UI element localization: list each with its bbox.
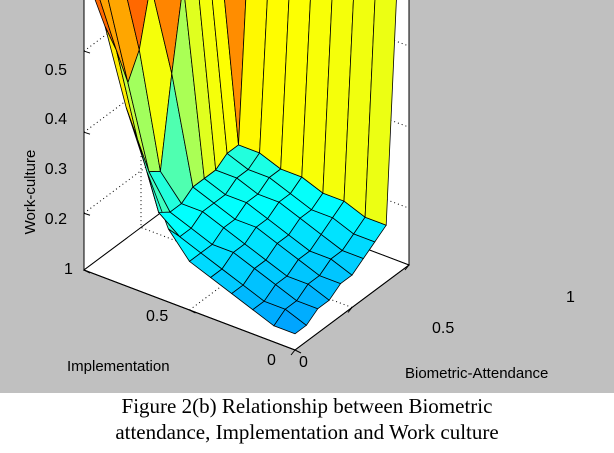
z-tick: [83, 212, 91, 216]
z-tick: [83, 50, 91, 54]
surface-mesh: [94, 0, 397, 335]
surface-plot: 0.5 0.4 0.3 0.2 1 0.5 0 0 0.5 1 Work-cul…: [0, 0, 614, 393]
y-tick: [189, 309, 196, 314]
x-tick: [347, 307, 353, 313]
tick-marks: [83, 50, 410, 356]
caption-line-2: attendance, Implementation and Work cult…: [115, 420, 499, 444]
surface-face: [224, 0, 247, 145]
y-tick-label: 0.5: [146, 308, 168, 325]
z-axis-label: Work-culture: [22, 150, 39, 235]
x-tick-label: 1: [566, 289, 575, 306]
x-tick: [404, 264, 410, 271]
z-tick-label: 0.2: [45, 211, 67, 228]
y-tick: [294, 349, 302, 354]
z-tick-label: 0.3: [45, 161, 67, 178]
y-tick: [83, 269, 91, 274]
x-axis-label: Biometric-Attendance: [405, 365, 548, 382]
caption-line-1: Figure 2(b) Relationship between Biometr…: [121, 394, 493, 418]
x-tick-label: 0.5: [432, 320, 454, 337]
y-tick-label: 1: [64, 261, 73, 278]
x-tick: [290, 349, 296, 356]
x-tick-label: 0: [299, 354, 308, 371]
z-tick-label: 0.5: [45, 62, 67, 79]
figure-caption: Figure 2(b) Relationship between Biometr…: [0, 393, 614, 445]
y-axis-label: Implementation: [67, 358, 170, 375]
surface-face: [364, 0, 397, 226]
z-tick-label: 0.4: [45, 111, 67, 128]
y-tick-label: 0: [267, 352, 276, 369]
z-tick: [83, 131, 91, 135]
